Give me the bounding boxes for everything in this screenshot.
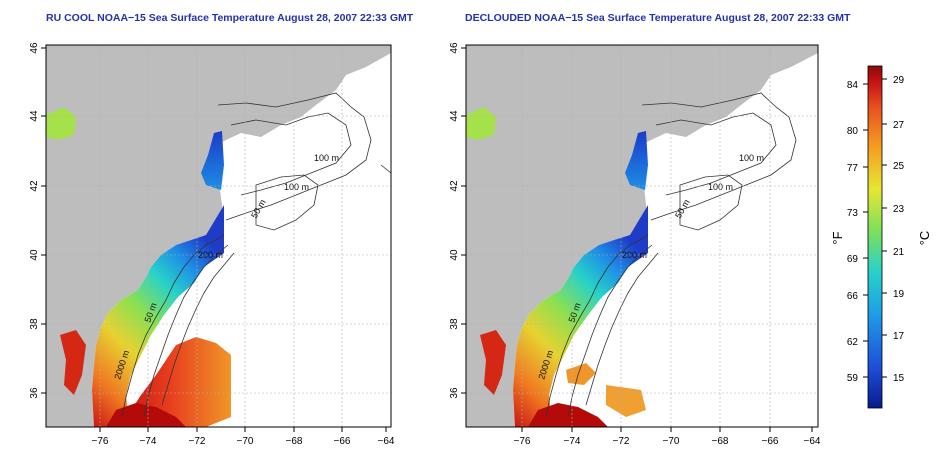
x-tick-label: −74 bbox=[140, 436, 157, 447]
x-tick-label: −64 bbox=[804, 436, 821, 447]
right-map-frame bbox=[465, 44, 819, 428]
y-tick-label: 38 bbox=[449, 318, 460, 330]
right-sst-northeast-patch bbox=[466, 107, 496, 140]
celsius-tick-labels: 29 27 25 23 21 19 17 15 bbox=[893, 75, 905, 384]
y-tick-label: 38 bbox=[29, 318, 40, 330]
right-y-ticks bbox=[461, 47, 466, 394]
celsius-tick: 17 bbox=[893, 331, 905, 342]
celsius-ticks bbox=[882, 78, 887, 378]
left-x-ticks bbox=[99, 427, 387, 432]
left-sst-hot-south bbox=[106, 403, 186, 427]
colorbar: 84 80 77 73 69 66 62 59 29 27 25 23 21 1… bbox=[830, 65, 932, 409]
right-map-panel: 100 m 100 m 50 m 200 m 50 m 2000 m bbox=[449, 42, 821, 447]
fahrenheit-tick: 69 bbox=[847, 254, 859, 265]
celsius-tick: 29 bbox=[893, 75, 905, 86]
x-tick-label: −72 bbox=[189, 436, 206, 447]
celsius-tick: 19 bbox=[893, 289, 905, 300]
y-tick-label: 36 bbox=[29, 387, 40, 399]
colorbar-gradient bbox=[867, 65, 883, 409]
x-tick-label: −72 bbox=[613, 436, 630, 447]
x-tick-label: −70 bbox=[237, 436, 254, 447]
left-map-panel: 100 m 100 m 50 m 200 m 50 m 2000 m bbox=[29, 42, 395, 447]
fahrenheit-tick: 73 bbox=[847, 208, 859, 219]
x-tick-label: −64 bbox=[378, 436, 395, 447]
x-tick-label: −70 bbox=[663, 436, 680, 447]
left-sst-bay bbox=[60, 330, 86, 395]
celsius-tick: 27 bbox=[893, 120, 905, 131]
fahrenheit-ticks bbox=[863, 83, 868, 378]
celsius-axis-label: °C bbox=[917, 231, 932, 246]
right-grid bbox=[466, 45, 818, 427]
y-tick-label: 44 bbox=[29, 110, 40, 122]
right-sst-offshore bbox=[566, 363, 596, 385]
left-panel-title: RU COOL NOAA−15 Sea Surface Temperature … bbox=[46, 12, 414, 24]
x-tick-label: −68 bbox=[286, 436, 303, 447]
x-tick-label: −66 bbox=[762, 436, 779, 447]
left-y-ticks bbox=[41, 47, 46, 394]
right-sst-north bbox=[625, 131, 648, 190]
right-panel-title: DECLOUDED NOAA−15 Sea Surface Temperatur… bbox=[465, 12, 851, 24]
celsius-tick: 21 bbox=[893, 247, 905, 258]
x-tick-label: −68 bbox=[712, 436, 729, 447]
y-tick-label: 36 bbox=[449, 387, 460, 399]
contour-label: 100 m bbox=[739, 153, 764, 163]
contour-label: 100 m bbox=[284, 182, 309, 192]
left-sst-northeast-patch bbox=[46, 107, 76, 140]
fahrenheit-tick: 77 bbox=[847, 163, 859, 174]
left-sst-shelf bbox=[92, 205, 224, 427]
left-grid bbox=[46, 45, 391, 427]
left-x-tick-labels: −76 −74 −72 −70 −68 −66 −64 bbox=[92, 436, 395, 447]
celsius-tick: 15 bbox=[893, 373, 905, 384]
left-contours bbox=[121, 92, 392, 418]
fahrenheit-tick: 84 bbox=[847, 80, 859, 91]
right-x-ticks bbox=[521, 427, 813, 432]
left-y-tick-labels: 46 44 42 40 38 36 bbox=[29, 42, 40, 399]
contour-label: 100 m bbox=[314, 153, 339, 163]
y-tick-label: 44 bbox=[449, 110, 460, 122]
right-y-tick-labels: 46 44 42 40 38 36 bbox=[449, 42, 460, 399]
left-land-mass bbox=[46, 45, 391, 427]
x-tick-label: −66 bbox=[334, 436, 351, 447]
fahrenheit-tick: 66 bbox=[847, 291, 859, 302]
x-tick-label: −76 bbox=[92, 436, 109, 447]
x-tick-label: −74 bbox=[564, 436, 581, 447]
contour-label: 100 m bbox=[708, 182, 733, 192]
y-tick-label: 42 bbox=[449, 180, 460, 192]
fahrenheit-axis-label: °F bbox=[830, 231, 845, 244]
y-tick-label: 40 bbox=[29, 249, 40, 261]
celsius-tick: 23 bbox=[893, 204, 905, 215]
right-contours bbox=[545, 92, 797, 418]
y-tick-label: 46 bbox=[449, 42, 460, 54]
left-map-frame bbox=[45, 44, 392, 428]
right-land-mass bbox=[466, 45, 818, 427]
right-x-tick-labels: −76 −74 −72 −70 −68 −66 −64 bbox=[514, 436, 821, 447]
right-sst-bay bbox=[480, 330, 506, 395]
y-tick-label: 40 bbox=[449, 249, 460, 261]
y-tick-label: 42 bbox=[29, 180, 40, 192]
y-tick-label: 46 bbox=[29, 42, 40, 54]
fahrenheit-tick: 62 bbox=[847, 337, 859, 348]
fahrenheit-tick: 59 bbox=[847, 373, 859, 384]
fahrenheit-tick-labels: 84 80 77 73 69 66 62 59 bbox=[847, 80, 859, 384]
left-sst-north bbox=[201, 131, 224, 190]
x-tick-label: −76 bbox=[514, 436, 531, 447]
celsius-tick: 25 bbox=[893, 161, 905, 172]
fahrenheit-tick: 80 bbox=[847, 126, 859, 137]
